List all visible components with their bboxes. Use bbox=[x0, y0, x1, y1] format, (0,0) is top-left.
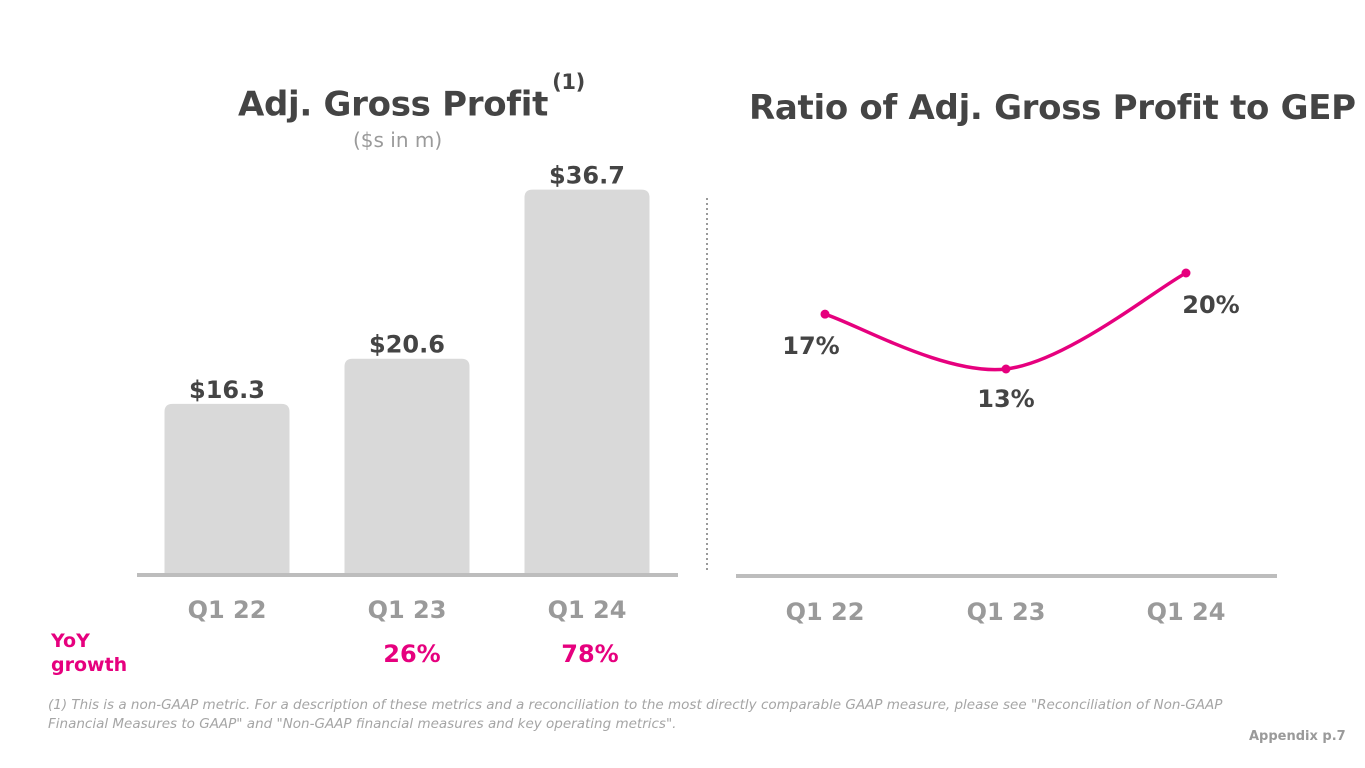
bar-data-label: $16.3 bbox=[189, 376, 265, 404]
yoy-growth-value: 78% bbox=[561, 640, 618, 668]
line-point bbox=[820, 309, 830, 319]
yoy-values-row: 26% 78% bbox=[383, 640, 618, 668]
bar-data-label: $20.6 bbox=[369, 331, 445, 359]
line-point bbox=[1181, 268, 1191, 278]
line-data-label: 17% bbox=[782, 332, 839, 360]
bar bbox=[164, 403, 290, 575]
yoy-growth-value: 26% bbox=[383, 640, 440, 668]
line-data-label: 20% bbox=[1182, 291, 1239, 319]
bar-chart-title: Adj. Gross Profit bbox=[238, 84, 549, 125]
footnote-marker: (1) bbox=[552, 70, 585, 94]
bar bbox=[524, 189, 650, 575]
bar-chart-subtitle: ($s in m) bbox=[353, 128, 443, 152]
bar bbox=[344, 358, 470, 575]
bar-chart: $16.3 Q1 22 $20.6 Q1 23 $36.7 Q1 24 bbox=[137, 162, 678, 624]
line-chart-title: Ratio of Adj. Gross Profit to GEP bbox=[749, 88, 1356, 128]
x-tick-label: Q1 22 bbox=[786, 598, 865, 626]
x-tick-label: Q1 24 bbox=[548, 596, 627, 624]
line-data-label: 13% bbox=[977, 385, 1034, 413]
line-chart: 17% Q1 22 13% Q1 23 20% Q1 24 bbox=[736, 268, 1277, 626]
bar-data-label: $36.7 bbox=[549, 162, 625, 190]
line-point bbox=[1001, 364, 1011, 374]
page-reference: Appendix p.7 bbox=[1249, 729, 1346, 744]
x-tick-label: Q1 22 bbox=[188, 596, 267, 624]
series-line bbox=[824, 271, 1187, 372]
x-tick-label: Q1 23 bbox=[967, 598, 1046, 626]
x-tick-label: Q1 24 bbox=[1147, 598, 1226, 626]
x-tick-label: Q1 23 bbox=[368, 596, 447, 624]
footnote: (1) This is a non-GAAP metric. For a des… bbox=[48, 697, 1223, 732]
yoy-growth-label: YoY growth bbox=[51, 630, 128, 676]
bar-chart-title-block: Adj. Gross Profit(1) bbox=[238, 70, 585, 125]
